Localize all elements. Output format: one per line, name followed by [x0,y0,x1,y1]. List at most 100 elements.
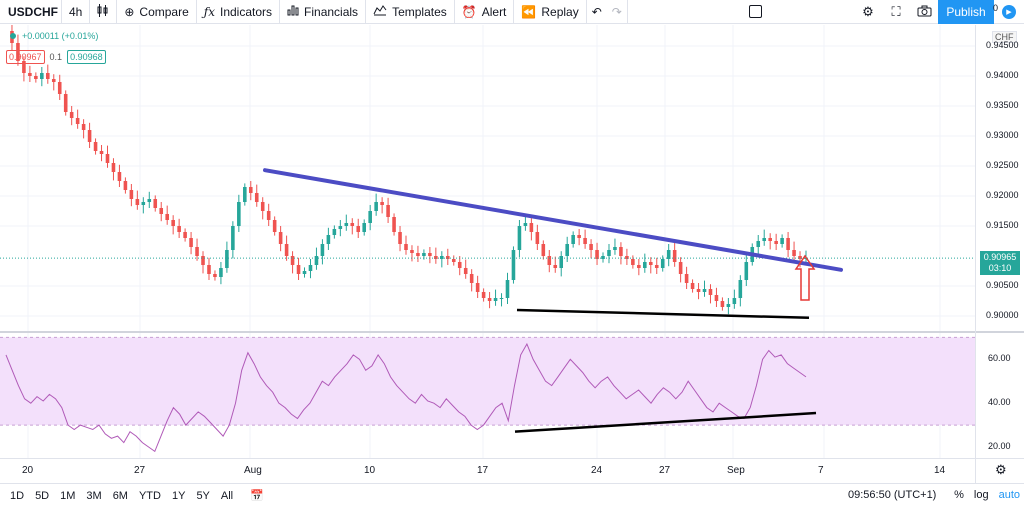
candle-body [780,238,784,244]
alert-button[interactable]: ⏰ Alert [455,0,515,24]
percent-toggle[interactable]: % [954,489,964,501]
price-tick-label: 0.90000 [986,310,1019,320]
candle-body [762,238,766,241]
candle-body [153,199,158,208]
range-button-5y[interactable]: 5Y [196,489,210,502]
range-button-6m[interactable]: 6M [112,489,128,502]
compare-button[interactable]: ⊕ Compare [117,0,197,24]
scale-settings-gear-icon[interactable]: ⚙ [995,462,1007,477]
candle-body [571,235,575,244]
redo-button[interactable]: ↷ [607,0,628,24]
candle-body [404,244,408,250]
chart-type-button[interactable] [90,0,118,24]
layout-button[interactable] [742,0,769,24]
candle-body [607,250,611,256]
candle-body [595,250,599,259]
candle-body [589,244,593,250]
top-toolbar: USDCHF 4h ⊕ Compare ƒx Indicators Financ… [0,0,1024,24]
price-tick-label: 0.90500 [986,280,1019,290]
price-tick-label: 0.93500 [986,100,1019,110]
candle-body [457,262,462,268]
candle-body [559,256,564,268]
price-tick-label: 0.93000 [986,130,1019,140]
candle-body [28,73,32,76]
candle-body [469,274,474,283]
candle-body [511,250,516,280]
candle-body [266,211,271,220]
go-to-date-calendar-icon[interactable]: 📅 [250,490,264,502]
candle-body [583,238,587,244]
candle-body [46,73,50,79]
range-button-all[interactable]: All [220,489,234,502]
bid-price[interactable]: 0.90967 [6,50,45,64]
candle-body [284,244,289,256]
candle-body [207,265,211,274]
range-button-1y[interactable]: 1Y [171,489,186,502]
fullscreen-button[interactable]: ⛶ [882,0,910,24]
replay-label: Replay [541,4,579,19]
bid-ask-boxes: 0.90967 0.1 0.90968 [6,50,106,64]
candle-body [272,220,277,232]
candle-body [254,193,259,202]
compare-label: Compare [139,4,189,19]
range-button-1d[interactable]: 1D [10,489,25,502]
bar-countdown: 03:10 [988,263,1012,274]
candle-body [81,124,86,130]
candle-body [505,280,510,298]
candle-body [774,241,778,244]
auto-toggle[interactable]: auto [998,489,1020,501]
candle-body [684,274,689,283]
range-button-3m[interactable]: 3M [86,489,102,502]
financials-button[interactable]: Financials [280,0,367,24]
settings-button[interactable]: ⚙ [854,0,882,24]
candle-body [189,238,193,247]
indicators-button[interactable]: ƒx Indicators [197,0,281,24]
range-button-1m[interactable]: 1M [60,489,76,502]
candle-body [105,154,110,163]
candle-body [446,256,450,259]
range-button-ytd[interactable]: YTD [138,489,161,502]
interval-button[interactable]: 4h [62,0,91,24]
candle-body [601,256,605,259]
chart-area[interactable] [0,25,1024,483]
candle-body [440,256,444,259]
symbol-search[interactable]: USDCHF [0,0,62,24]
clock-time: 09:56:50 (UTC+1) [848,489,937,501]
ask-price[interactable]: 0.90968 [67,50,106,64]
candle-body [344,223,349,226]
candle-body [541,244,546,256]
candle-body [744,262,749,280]
snapshot-button[interactable] [910,0,938,24]
candle-body [577,235,581,238]
time-tick-label: 14 [934,465,946,476]
candle-body [362,223,366,232]
candle-body [654,265,659,268]
replay-button[interactable]: ⏪ Replay [514,0,587,24]
undo-icon: ↶ [591,4,602,19]
candle-body [296,265,301,274]
candle-body [672,250,677,262]
candle-body [392,217,396,232]
candle-body [40,73,44,79]
financials-label: Financials [304,4,359,19]
pane-separator [0,331,1024,333]
candle-body [135,199,140,205]
price-tick-label: 0.92500 [986,160,1019,170]
templates-button[interactable]: Templates [366,0,455,24]
candle-body [798,256,802,259]
undo-button[interactable]: ↶ [587,0,607,24]
candle-body [314,256,319,265]
range-button-5d[interactable]: 5D [35,489,50,502]
currency-label[interactable]: CHF [992,31,1017,43]
candle-body [696,289,701,292]
time-tick-label: 10 [364,465,376,476]
stream-button[interactable]: ▶ [994,0,1024,24]
bottom-bar: 1D 5D 1M 3M 6M YTD 1Y 5Y All 📅 09:56:50 (UTC+1) … [0,483,1024,507]
candle-body [398,232,402,244]
publish-button[interactable]: Publish [938,0,994,24]
candle-body [338,226,343,229]
candle-body [738,280,743,298]
spread-value: 0.1 [49,52,63,62]
candle-body [219,268,223,277]
log-toggle[interactable]: log [973,489,989,501]
